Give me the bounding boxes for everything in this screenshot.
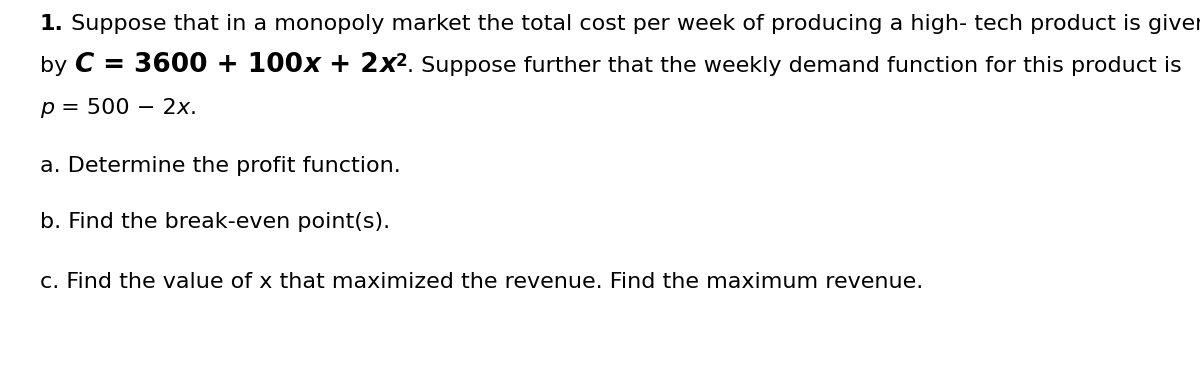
Text: Suppose that in a monopoly market the total cost per week of producing a high- t: Suppose that in a monopoly market the to… [64,14,1200,34]
Text: . Suppose further that the weekly demand function for this product is: . Suppose further that the weekly demand… [407,56,1182,76]
Text: b. Find the break-even point(s).: b. Find the break-even point(s). [40,212,390,232]
Text: c. Find the value of x that maximized the revenue. Find the maximum revenue.: c. Find the value of x that maximized th… [40,272,923,292]
Text: .: . [190,98,197,118]
Text: + 2: + 2 [320,52,379,78]
Text: 3600 + 100: 3600 + 100 [134,52,302,78]
Text: = 500 − 2: = 500 − 2 [54,98,176,118]
Text: a. Determine the profit function.: a. Determine the profit function. [40,156,401,176]
Text: x: x [176,98,190,118]
Text: 2: 2 [396,52,407,70]
Text: x: x [379,52,396,78]
Text: by: by [40,56,74,76]
Text: C: C [74,52,94,78]
Text: =: = [94,52,134,78]
Text: 1.: 1. [40,14,64,34]
Text: p: p [40,98,54,118]
Text: x: x [302,52,320,78]
